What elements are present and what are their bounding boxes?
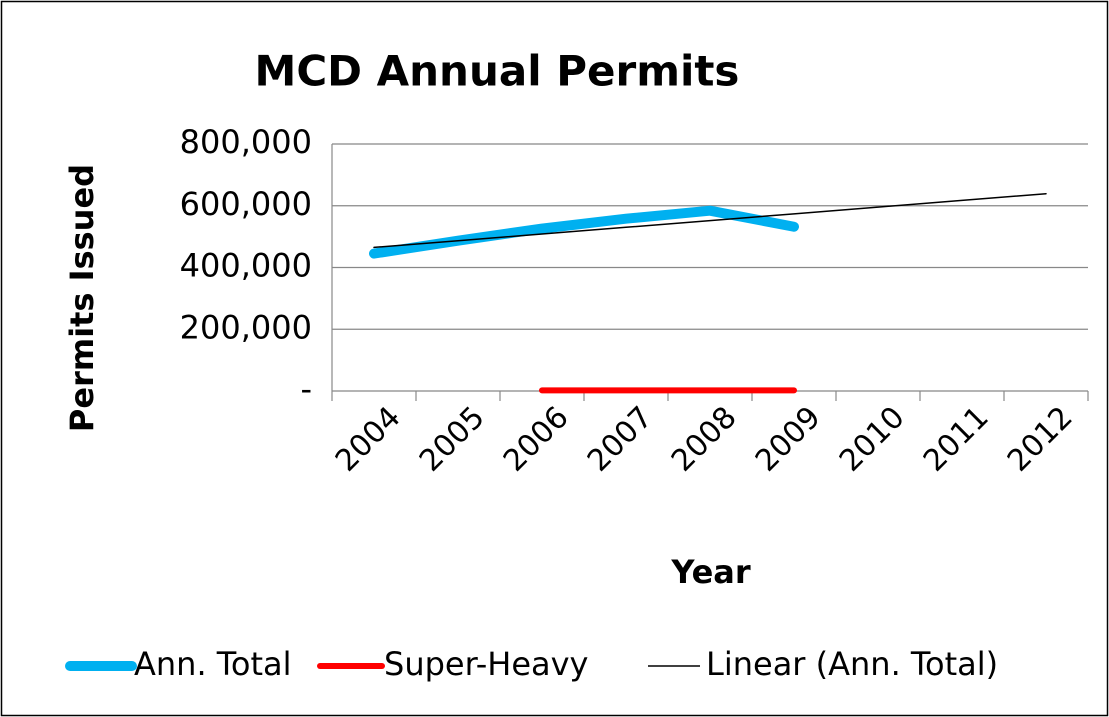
y-axis-label: Permits Issued: [63, 164, 101, 432]
y-tick-label: 200,000: [180, 308, 312, 346]
x-axis-label: Year: [670, 553, 751, 591]
legend-label: Ann. Total: [134, 645, 292, 683]
legend-label: Super-Heavy: [384, 645, 588, 683]
chart-title: MCD Annual Permits: [255, 47, 740, 96]
series-line: [369, 205, 799, 259]
legend-label: Linear (Ann. Total): [706, 645, 998, 683]
y-tick-label: 600,000: [180, 185, 312, 223]
y-tick-label: 400,000: [180, 247, 312, 285]
series-line: [373, 192, 1047, 249]
y-tick-label: -: [300, 370, 312, 408]
y-tick-label: 800,000: [180, 123, 312, 161]
